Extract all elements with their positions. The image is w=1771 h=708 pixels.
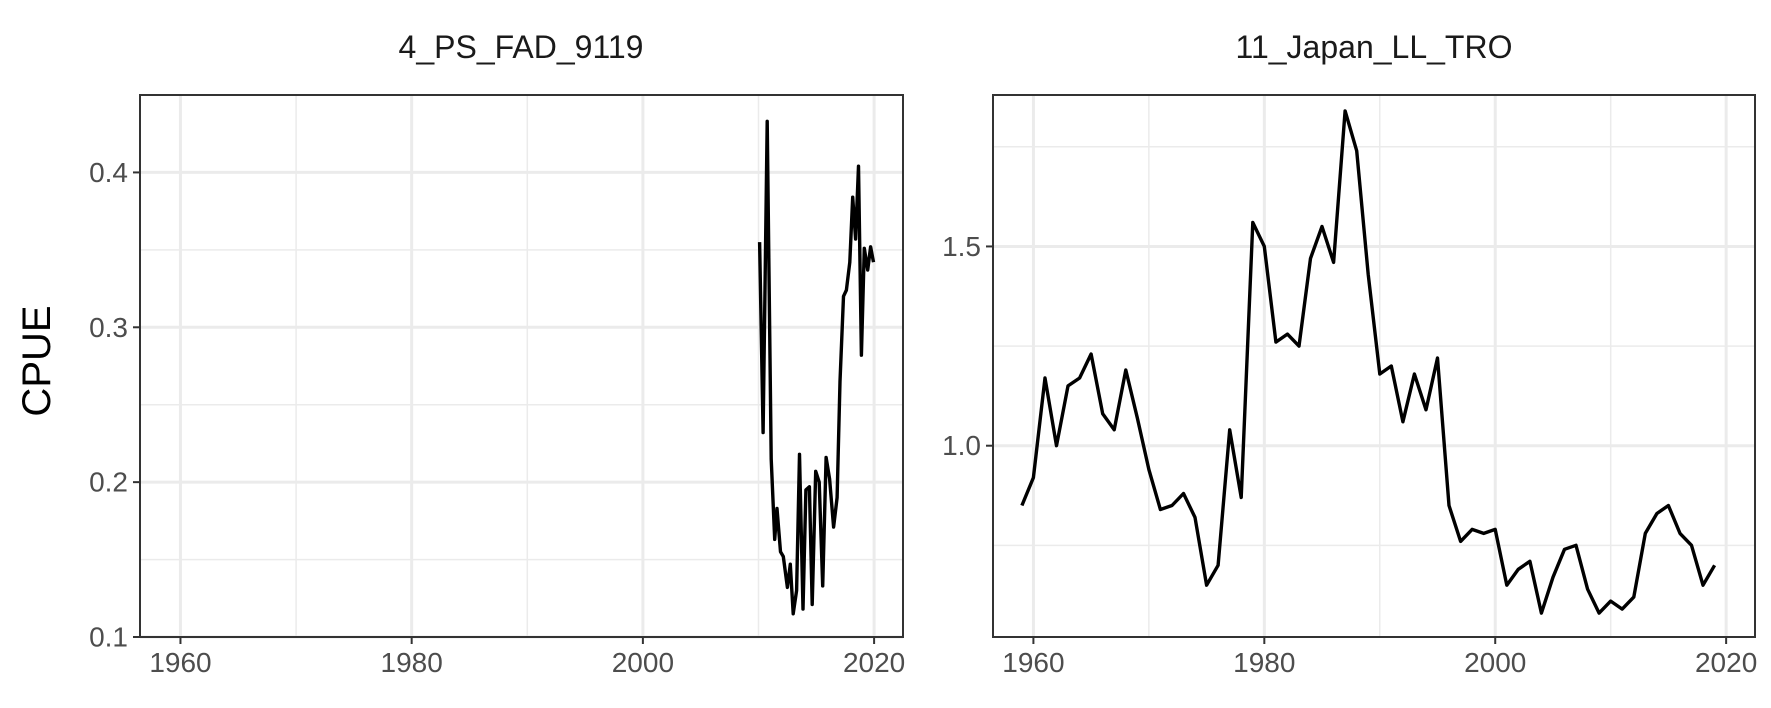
plot-frame-right bbox=[992, 94, 1756, 638]
series-right bbox=[1020, 109, 1717, 615]
axis-ticks-left: 1960 1980 2000 2020 0.1 0.2 0.3 0.4 bbox=[89, 157, 905, 678]
series-line-right bbox=[1020, 109, 1717, 615]
x-tick-label-right: 1960 bbox=[1002, 647, 1064, 678]
panel-title-right: 11_Japan_LL_TRO bbox=[1236, 29, 1513, 65]
y-tick-label-left: 0.2 bbox=[89, 467, 128, 498]
x-tick-label-left: 2000 bbox=[612, 647, 674, 678]
y-tick-label-left: 0.4 bbox=[89, 157, 128, 188]
y-tick-label-left: 0.1 bbox=[89, 622, 128, 653]
y-tick-label-right: 1.5 bbox=[942, 231, 981, 262]
x-tick-label-right: 2000 bbox=[1464, 647, 1526, 678]
y-tick-label-left: 0.3 bbox=[89, 312, 128, 343]
x-tick-label-right: 1980 bbox=[1233, 647, 1295, 678]
plot-frame-left bbox=[139, 94, 904, 638]
axis-ticks-right: 1960 1980 2000 2020 1.0 1.5 bbox=[942, 231, 1757, 678]
grid-right bbox=[993, 95, 1755, 637]
grid-left bbox=[140, 94, 903, 639]
panel-left: 4_PS_FAD_9119 1960 1980 2000 2020 0.1 0.2 0.3 0… bbox=[89, 29, 905, 678]
series-left bbox=[757, 119, 876, 616]
y-axis-title: CPUE bbox=[15, 305, 59, 416]
x-tick-label-left: 1980 bbox=[381, 647, 443, 678]
x-tick-label-right: 2020 bbox=[1695, 647, 1757, 678]
panel-title-left: 4_PS_FAD_9119 bbox=[399, 29, 644, 65]
series-line-left bbox=[757, 119, 876, 616]
x-tick-label-left: 2020 bbox=[843, 647, 905, 678]
x-tick-label-left: 1960 bbox=[149, 647, 211, 678]
y-tick-label-right: 1.0 bbox=[942, 430, 981, 461]
panel-right: 11_Japan_LL_TRO 1960 1980 2000 2020 1.0 1.5 bbox=[942, 29, 1757, 678]
